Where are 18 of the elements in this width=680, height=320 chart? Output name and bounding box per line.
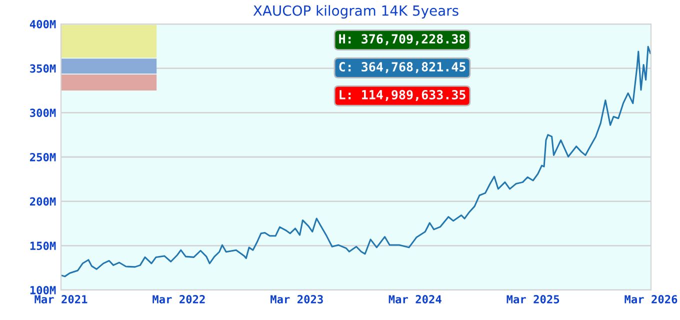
annotation: H: 376,709,228.38 <box>339 34 466 46</box>
x-tick-label: Mar 2024 <box>388 295 442 304</box>
x-tick-label: Mar 2022 <box>152 295 205 304</box>
annotation: L: 114,989,633.35 <box>340 90 466 102</box>
x-tick-label: Mar 2021 <box>34 295 88 304</box>
annotation: C: 364,768,821.45 <box>339 62 466 74</box>
y-tick-label: 100M <box>30 286 56 294</box>
y-tick-label: 200M <box>30 197 56 206</box>
x-tick-label: Mar 2026 <box>624 295 678 304</box>
y-tick-label: 250M <box>30 152 56 162</box>
y-tick-label: 300M <box>30 108 56 118</box>
y-tick-label: 400M <box>30 20 56 28</box>
y-tick-label: 150M <box>30 242 56 250</box>
line-series <box>61 46 651 278</box>
y-tick-label: 350M <box>30 64 56 73</box>
x-tick-label: Mar 2025 <box>506 295 560 304</box>
x-tick-label: Mar 2023 <box>270 295 323 304</box>
chart-title: XAUCOP kilogram 14K 5years <box>253 5 458 19</box>
